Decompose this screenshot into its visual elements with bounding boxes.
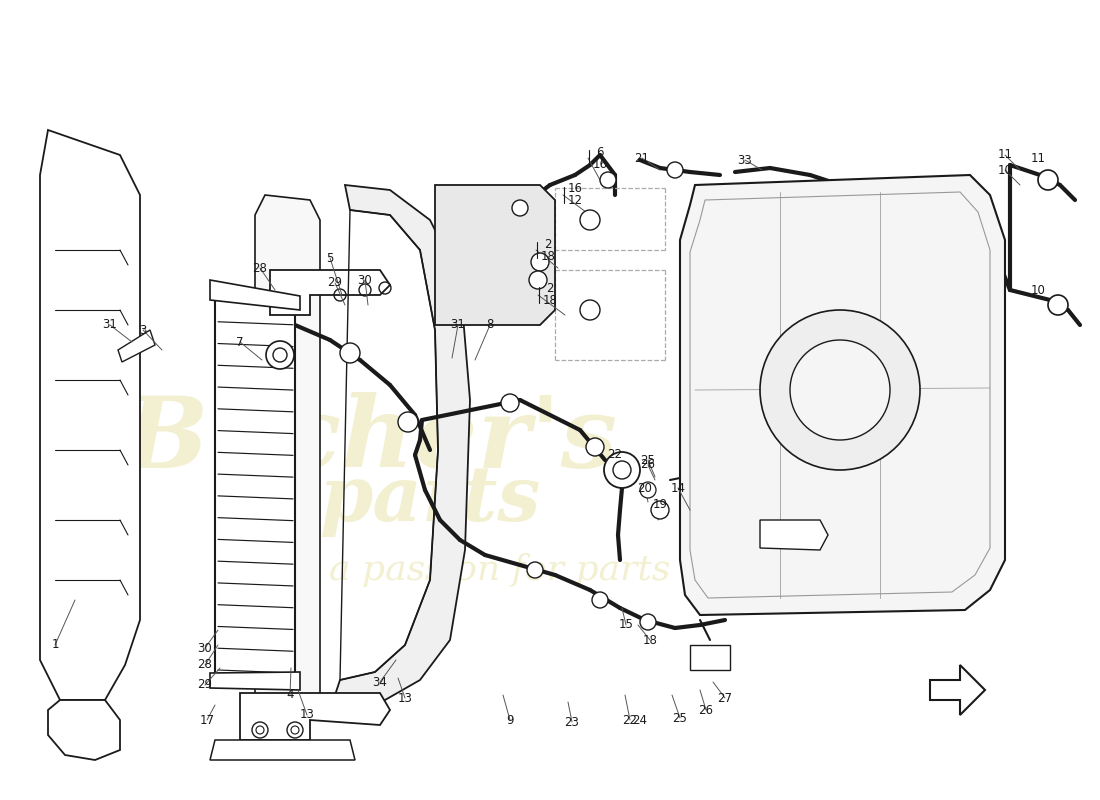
Text: 5: 5: [327, 251, 333, 265]
Text: 29: 29: [198, 678, 212, 691]
Polygon shape: [240, 693, 390, 740]
Text: 4: 4: [286, 689, 294, 702]
Text: 19: 19: [652, 498, 668, 511]
Circle shape: [531, 253, 549, 271]
Text: 2: 2: [547, 282, 553, 295]
Text: 12: 12: [568, 194, 583, 207]
Polygon shape: [760, 520, 828, 550]
Polygon shape: [255, 195, 320, 720]
Circle shape: [529, 271, 547, 289]
Bar: [690, 645, 730, 670]
Polygon shape: [48, 700, 120, 760]
Circle shape: [252, 722, 268, 738]
Text: a passion for parts: a passion for parts: [329, 553, 671, 587]
Text: 13: 13: [299, 709, 315, 722]
Text: 30: 30: [198, 642, 212, 654]
Text: 1: 1: [52, 638, 58, 651]
Text: 25: 25: [672, 711, 688, 725]
Polygon shape: [680, 175, 1005, 615]
Circle shape: [527, 562, 543, 578]
Text: 10: 10: [1031, 283, 1045, 297]
Circle shape: [604, 452, 640, 488]
Text: 22: 22: [623, 714, 638, 726]
Text: 8: 8: [486, 318, 494, 331]
Circle shape: [512, 200, 528, 216]
Text: 2: 2: [544, 238, 552, 250]
Bar: [680, 465, 715, 485]
Circle shape: [640, 614, 656, 630]
Text: 26: 26: [698, 703, 714, 717]
Text: 22: 22: [607, 449, 623, 462]
Text: 24: 24: [632, 714, 648, 726]
Text: 18: 18: [540, 250, 556, 262]
Text: 10: 10: [998, 163, 1012, 177]
Circle shape: [266, 341, 294, 369]
Circle shape: [287, 722, 303, 738]
Polygon shape: [336, 185, 470, 705]
Polygon shape: [434, 185, 556, 325]
Circle shape: [1048, 295, 1068, 315]
Text: 16: 16: [593, 158, 607, 170]
Text: 9: 9: [506, 714, 514, 726]
Text: 29: 29: [328, 277, 342, 290]
Text: 25: 25: [640, 454, 656, 466]
Polygon shape: [210, 740, 355, 760]
Text: 20: 20: [638, 482, 652, 494]
Circle shape: [600, 172, 616, 188]
Text: 14: 14: [671, 482, 685, 494]
Circle shape: [640, 482, 656, 498]
Text: 30: 30: [358, 274, 373, 286]
Text: 27: 27: [717, 691, 733, 705]
Text: 11: 11: [998, 149, 1012, 162]
Circle shape: [667, 162, 683, 178]
Text: 15: 15: [618, 618, 634, 631]
Text: 28: 28: [253, 262, 267, 274]
Text: 21: 21: [635, 151, 649, 165]
Circle shape: [592, 592, 608, 608]
Text: 13: 13: [397, 691, 412, 705]
Polygon shape: [210, 672, 300, 690]
Text: 28: 28: [198, 658, 212, 671]
Polygon shape: [118, 330, 155, 362]
Circle shape: [760, 310, 920, 470]
Text: 31: 31: [451, 318, 465, 331]
Text: 16: 16: [568, 182, 583, 195]
Text: 6: 6: [596, 146, 604, 158]
Text: 33: 33: [738, 154, 752, 166]
Text: 11: 11: [1031, 151, 1045, 165]
Text: Bucher's: Bucher's: [123, 392, 617, 488]
Circle shape: [651, 501, 669, 519]
Text: 18: 18: [542, 294, 558, 307]
Text: 34: 34: [373, 675, 387, 689]
Polygon shape: [210, 280, 300, 310]
Text: 3: 3: [140, 323, 146, 337]
Text: 26: 26: [640, 458, 656, 471]
Text: 7: 7: [236, 335, 244, 349]
Circle shape: [580, 300, 600, 320]
Polygon shape: [270, 270, 390, 315]
Circle shape: [790, 340, 890, 440]
Text: 31: 31: [102, 318, 118, 331]
Text: 18: 18: [642, 634, 658, 646]
Text: 23: 23: [564, 715, 580, 729]
Circle shape: [398, 412, 418, 432]
Text: 17: 17: [199, 714, 214, 726]
Polygon shape: [214, 285, 295, 680]
Circle shape: [580, 210, 600, 230]
Circle shape: [340, 343, 360, 363]
Polygon shape: [930, 665, 984, 715]
Text: parts: parts: [319, 463, 541, 537]
Circle shape: [500, 394, 519, 412]
Circle shape: [586, 438, 604, 456]
Circle shape: [1038, 170, 1058, 190]
Polygon shape: [40, 130, 140, 700]
